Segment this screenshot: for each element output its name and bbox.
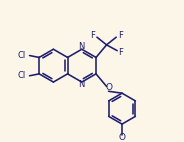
Text: O: O [118, 133, 125, 142]
Text: Cl: Cl [18, 51, 26, 60]
Text: F: F [91, 31, 95, 40]
Text: O: O [105, 83, 112, 92]
Text: F: F [119, 48, 123, 57]
Text: F: F [118, 31, 123, 40]
Text: N: N [78, 81, 84, 89]
Text: N: N [78, 42, 84, 51]
Text: Cl: Cl [18, 71, 26, 80]
